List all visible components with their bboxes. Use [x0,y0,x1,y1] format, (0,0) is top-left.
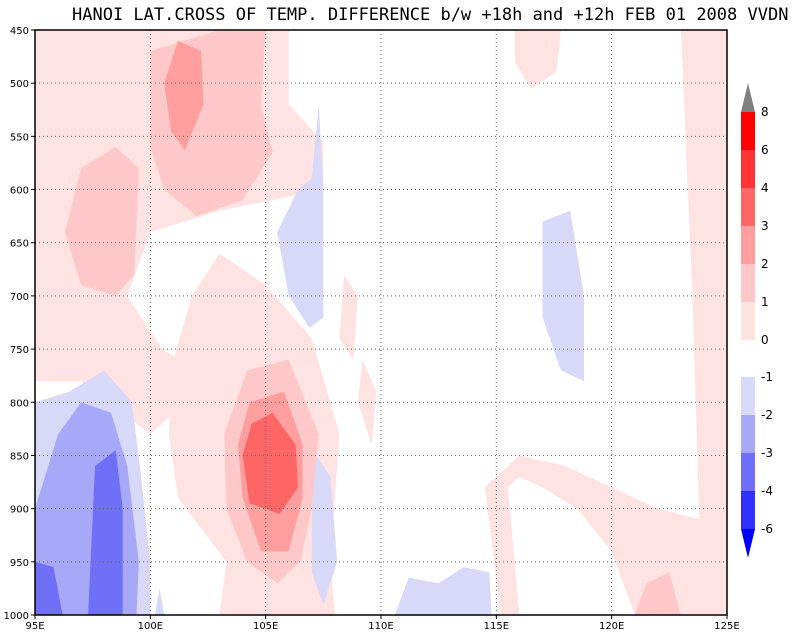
colorbar-swatch [741,453,755,491]
x-tick-label: 125E [714,621,739,632]
y-tick-label: 950 [10,558,29,569]
colorbar-swatch [741,302,755,340]
y-tick-label: 650 [10,239,29,250]
colorbar: 8 6 4 3 2 1 0 -1 -2 -3 -4 -6 [741,83,773,558]
contour-cold-west-left [35,561,63,615]
colorbar-swatch [741,112,755,150]
y-tick-label: 550 [10,132,29,143]
contour-west-upper-secondary [65,147,139,296]
x-tick-label: 120E [599,621,624,632]
colorbar-swatch [741,491,755,529]
contour-cold-bottom-small [154,588,165,615]
y-tick-label: 900 [10,505,29,516]
colorbar-swatch [741,150,755,188]
y-tick-label: 800 [10,398,29,409]
colorbar-label: -4 [761,484,773,498]
colorbar-label: -3 [761,446,773,460]
colorbar-label: 0 [761,333,769,347]
y-axis: 450 500 550 600 650 700 750 800 850 900 950 1000 [4,26,35,622]
y-tick-label: 1000 [4,611,29,622]
x-tick-label: 95E [25,621,44,632]
y-tick-label: 600 [10,186,29,197]
contour-east-upper-warm [514,30,561,89]
y-tick-label: 700 [10,292,29,303]
contour-cold-mid-lower [311,455,338,605]
x-tick-label: 110E [368,621,393,632]
x-axis: 95E 100E 105E 110E 115E 120E 125E [25,615,740,632]
contour-west-upper-core [164,40,204,151]
x-tick-label: 115E [484,621,509,632]
colorbar-label: 8 [761,105,769,119]
colorbar-swatch [741,226,755,264]
chart-title: HANOI LAT.CROSS OF TEMP. DIFFERENCE b/w … [72,5,788,25]
contour-bottom-right-mod [634,572,681,615]
contour-center-warm-core [242,412,298,514]
colorbar-label: 4 [761,181,769,195]
colorbar-swatch [741,377,755,415]
grid [35,30,727,615]
y-tick-label: 450 [10,26,29,37]
colorbar-swatch [741,264,755,302]
y-tick-label: 850 [10,451,29,462]
colorbar-swatch [741,415,755,453]
y-tick-label: 750 [10,345,29,356]
colorbar-label: 3 [761,219,769,233]
y-tick-label: 500 [10,79,29,90]
contour-cold-bottom-mid [394,567,492,615]
contour-east-right-warm [484,30,727,615]
colorbar-label: -6 [761,522,773,536]
colorbar-label: -2 [761,408,773,422]
colorbar-label: 1 [761,295,769,309]
x-tick-label: 105E [253,621,278,632]
colorbar-label: 6 [761,143,769,157]
colorbar-label: 2 [761,257,769,271]
contour-mid-small-warm-a [339,274,358,360]
x-tick-label: 100E [138,621,163,632]
colorbar-arrow-bottom [741,529,755,558]
colorbar-swatch [741,188,755,226]
contour-regions [35,30,727,615]
contour-cold-mid-upper [277,104,324,328]
colorbar-arrow-top [741,83,755,112]
contour-cold-west-strong [88,450,123,615]
colorbar-label: -1 [761,370,773,384]
